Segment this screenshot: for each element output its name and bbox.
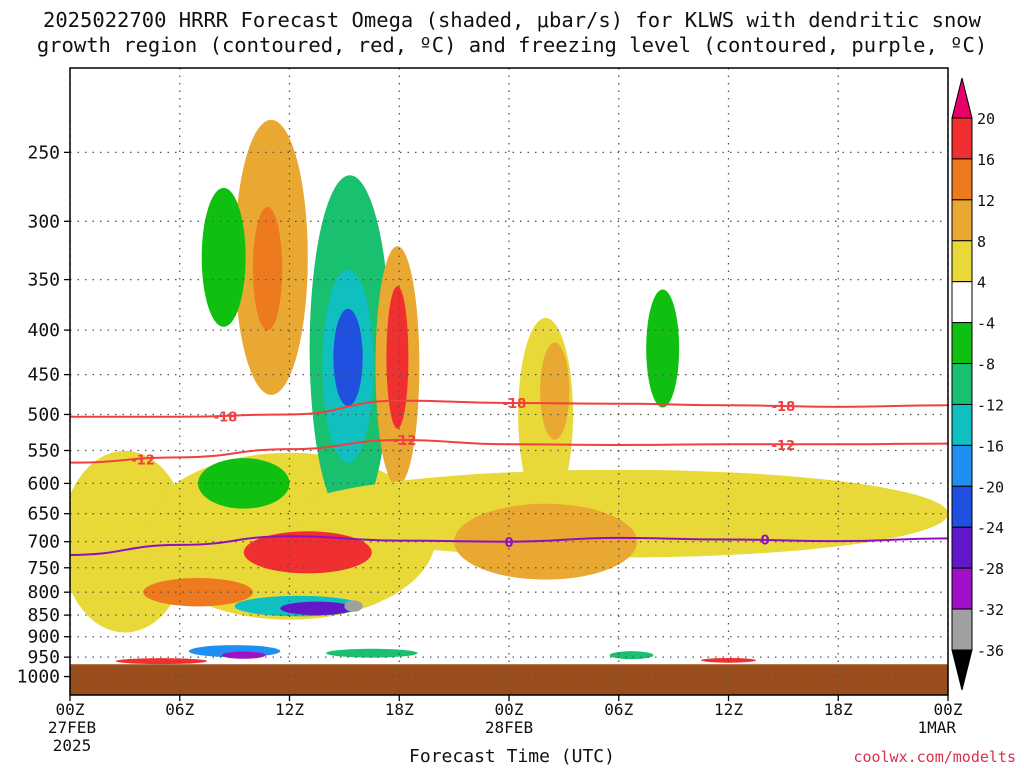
x-tick-label-7-0: 18Z: [824, 700, 853, 719]
contour-0-2: [70, 535, 948, 556]
chart-title: 2025022700 HRRR Forecast Omega (shaded, …: [0, 8, 1024, 58]
colorbar-label-8: -16: [977, 437, 1004, 455]
colorbar-segment-9: [951, 444, 973, 487]
omega-blob-13: [646, 289, 680, 408]
x-tick-label-4-0: 00Z: [495, 700, 524, 719]
x-tick-label-8-0: 00Z: [934, 700, 963, 719]
colorbar: 20 16 12 8 4 -4 -8 -12 -16 -20 -24 -28 -32 -36: [951, 77, 1004, 691]
y-tick-label-950: 950: [27, 647, 60, 668]
y-tick-label-650: 650: [27, 504, 60, 525]
contour-label-7: 0: [761, 534, 770, 549]
omega-blob-10: [386, 286, 409, 429]
omega-blob-24: [609, 651, 654, 660]
omega-blob-23: [326, 648, 418, 658]
y-tick-label-450: 450: [27, 365, 60, 386]
omega-blob-12: [540, 342, 570, 440]
y-tick-label-750: 750: [27, 558, 60, 579]
omega-blob-7: [333, 308, 363, 407]
colorbar-label-3: 8: [977, 233, 986, 251]
y-tick-label-800: 800: [27, 582, 60, 603]
colorbar-label-4: 4: [977, 274, 986, 292]
x-axis-title: Forecast Time (UTC): [409, 746, 615, 767]
credit-text: coolwx.com/modelts: [853, 748, 1016, 766]
omega-shaded-field: [70, 119, 948, 665]
colorbar-segment-11: [951, 526, 973, 569]
colorbar-label-1: 16: [977, 151, 995, 169]
y-tick-label-400: 400: [27, 320, 60, 341]
omega-blob-26: [701, 657, 756, 663]
colorbar-bottom-triangle: [951, 649, 973, 691]
y-tick-label-600: 600: [27, 473, 60, 494]
chart-title-line2: growth region (contoured, red, ºC) and f…: [36, 33, 988, 57]
colorbar-top-triangle: [951, 77, 973, 119]
colorbar-segment-3: [951, 199, 973, 242]
chart-title-line1: 2025022700 HRRR Forecast Omega (shaded, …: [43, 8, 981, 32]
y-tick-label-700: 700: [27, 532, 60, 553]
colorbar-segment-8: [951, 403, 973, 446]
contour-label-3: -18: [503, 397, 527, 412]
colorbar-label-7: -12: [977, 396, 1004, 414]
colorbar-label-12: -32: [977, 601, 1004, 619]
colorbar-segment-4: [951, 240, 973, 283]
contour-label-1: -12: [131, 453, 155, 468]
colorbar-label-9: -20: [977, 478, 1004, 496]
x-tick-label-0-2: 2025: [53, 736, 92, 755]
y-tick-label-850: 850: [27, 605, 60, 626]
omega-blob-3: [252, 206, 283, 331]
contour-label-0: -18: [214, 411, 238, 426]
contour-label-4: -18: [772, 400, 796, 415]
x-tick-label-0-0: 00Z: [56, 700, 85, 719]
colorbar-segment-7: [951, 363, 973, 405]
colorbar-label-11: -28: [977, 560, 1004, 578]
contour-lines: -18 -12 -12 -18 -18 -12 0 0: [70, 397, 948, 556]
y-tick-label-250: 250: [27, 142, 60, 163]
y-tick-label-500: 500: [27, 404, 60, 425]
contour-label-2: -12: [393, 434, 417, 449]
omega-blob-25: [115, 658, 208, 665]
colorbar-segment-2: [951, 158, 973, 201]
omega-blob-4: [201, 187, 246, 327]
y-tick-label-900: 900: [27, 627, 60, 648]
colorbar-label-0: 20: [977, 110, 995, 128]
x-tick-label-2-0: 12Z: [275, 700, 304, 719]
y-tick-label-1000: 1000: [17, 667, 60, 688]
colorbar-label-5: -4: [977, 315, 995, 333]
colorbar-segment-1: [951, 117, 973, 160]
y-tick-label-300: 300: [27, 211, 60, 232]
colorbar-label-10: -24: [977, 519, 1004, 537]
y-tick-label-550: 550: [27, 441, 60, 462]
contour--12-1: [70, 439, 948, 464]
colorbar-label-13: -36: [977, 642, 1004, 660]
omega-blob-16: [243, 531, 372, 574]
colorbar-label-6: -8: [977, 356, 995, 374]
contour-label-6: 0: [504, 536, 513, 551]
contour-label-5: -12: [772, 439, 796, 454]
contour--18-0: [70, 399, 948, 418]
x-tick-label-1-0: 06Z: [165, 700, 194, 719]
colorbar-segment-6: [951, 322, 973, 365]
omega-blob-20: [344, 600, 363, 612]
omega-blob-22: [221, 651, 266, 659]
x-tick-label-5-0: 06Z: [604, 700, 633, 719]
colorbar-segment-13: [951, 608, 973, 651]
colorbar-segment-12: [951, 567, 973, 610]
colorbar-label-2: 12: [977, 192, 995, 210]
x-tick-label-6-0: 12Z: [714, 700, 743, 719]
y-tick-label-350: 350: [27, 270, 60, 291]
x-tick-label-3-0: 18Z: [385, 700, 414, 719]
x-tick-label-0-1: 27FEB: [48, 718, 96, 737]
omega-blob-19: [280, 601, 354, 616]
colorbar-segment-5: [951, 281, 973, 324]
y-axis-ticks: 2503003504004505005506006507007508008509…: [17, 142, 70, 688]
colorbar-segment-10: [951, 485, 973, 528]
x-tick-label-8-1: 1MAR: [917, 718, 956, 737]
x-tick-label-4-1: 28FEB: [485, 718, 533, 737]
